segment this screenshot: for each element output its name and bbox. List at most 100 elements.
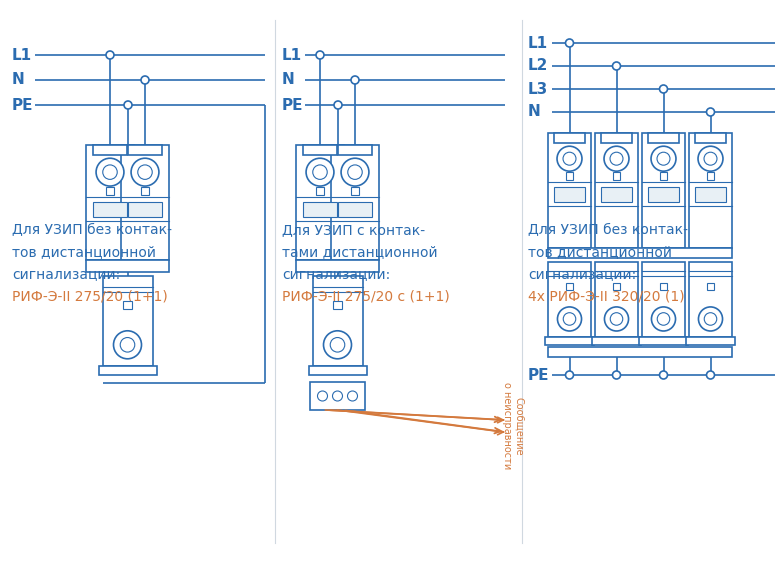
Circle shape	[658, 312, 670, 325]
Bar	[555, 187, 584, 202]
Bar	[595, 262, 638, 337]
Bar	[338, 145, 372, 155]
Circle shape	[330, 338, 344, 352]
Bar	[648, 187, 679, 202]
Text: N: N	[528, 105, 540, 119]
Bar	[98, 366, 156, 375]
Text: PE: PE	[528, 368, 550, 382]
Bar	[612, 283, 620, 290]
Bar	[86, 260, 169, 272]
Bar	[707, 172, 715, 180]
Bar	[128, 145, 162, 155]
Circle shape	[348, 165, 362, 180]
Text: тами дистанционной: тами дистанционной	[282, 245, 437, 259]
Bar	[639, 337, 688, 345]
Circle shape	[698, 307, 722, 331]
Bar	[695, 187, 726, 202]
Circle shape	[704, 312, 717, 325]
Text: L3: L3	[528, 82, 548, 96]
Circle shape	[323, 331, 351, 359]
Bar	[296, 145, 344, 260]
Circle shape	[306, 158, 334, 186]
Bar	[555, 133, 584, 144]
Bar	[296, 260, 379, 272]
Circle shape	[131, 158, 159, 186]
Circle shape	[704, 152, 717, 165]
Bar	[707, 283, 715, 290]
Text: тов дистанционной: тов дистанционной	[12, 245, 156, 259]
Circle shape	[610, 312, 622, 325]
Circle shape	[113, 331, 141, 359]
Bar	[351, 187, 359, 195]
Circle shape	[137, 165, 152, 180]
Bar	[331, 145, 379, 260]
Circle shape	[565, 39, 573, 47]
Text: L1: L1	[528, 35, 548, 51]
Circle shape	[341, 158, 369, 186]
Text: РИФ-Э-II 275/20 с (1+1): РИФ-Э-II 275/20 с (1+1)	[282, 289, 450, 303]
Circle shape	[318, 391, 327, 401]
Bar	[660, 283, 668, 290]
Bar	[686, 337, 736, 345]
Bar	[338, 202, 372, 217]
Circle shape	[558, 307, 582, 331]
Bar	[93, 202, 127, 217]
Text: Сообщение
о неисправности: Сообщение о неисправности	[502, 382, 524, 470]
Bar	[642, 262, 685, 337]
Circle shape	[610, 152, 623, 165]
Circle shape	[612, 371, 620, 379]
Bar	[102, 276, 152, 366]
Text: Для УЗИП без контак-: Для УЗИП без контак-	[12, 223, 172, 237]
Circle shape	[565, 371, 573, 379]
Bar	[303, 145, 337, 155]
Bar	[595, 133, 638, 248]
Text: Для УЗИП с контак-: Для УЗИП с контак-	[282, 223, 425, 237]
Text: L1: L1	[12, 47, 32, 62]
Bar	[544, 337, 594, 345]
Text: Для УЗИП без контак-: Для УЗИП без контак-	[528, 223, 688, 237]
Bar	[601, 133, 632, 144]
Bar	[141, 187, 149, 195]
Circle shape	[316, 51, 324, 59]
Bar	[548, 248, 732, 258]
Bar	[121, 145, 169, 260]
Bar	[612, 172, 620, 180]
Circle shape	[348, 391, 358, 401]
Bar	[312, 276, 362, 366]
Bar	[689, 133, 732, 248]
Bar	[316, 187, 324, 195]
Text: сигнализации:: сигнализации:	[12, 267, 120, 281]
Text: РИФ-Э-II 275/20 (1+1): РИФ-Э-II 275/20 (1+1)	[12, 289, 168, 303]
Text: N: N	[282, 73, 294, 87]
Bar	[333, 301, 342, 309]
Bar	[93, 145, 127, 155]
Circle shape	[563, 312, 576, 325]
Bar	[591, 337, 641, 345]
Text: PE: PE	[282, 97, 304, 113]
Text: N: N	[12, 73, 25, 87]
Bar	[689, 262, 732, 337]
Bar	[308, 366, 366, 375]
Bar	[548, 133, 591, 248]
Circle shape	[612, 62, 620, 70]
Bar	[303, 202, 337, 217]
Bar	[642, 133, 685, 248]
Circle shape	[334, 101, 342, 109]
Text: L1: L1	[282, 47, 302, 62]
Circle shape	[351, 76, 359, 84]
Bar	[105, 187, 114, 195]
Circle shape	[657, 152, 670, 165]
Bar	[660, 172, 668, 180]
Bar	[565, 283, 573, 290]
Bar	[565, 172, 573, 180]
Bar	[695, 133, 726, 144]
Circle shape	[120, 338, 135, 352]
Bar	[123, 301, 132, 309]
Bar	[601, 187, 632, 202]
Circle shape	[312, 165, 327, 180]
Circle shape	[557, 146, 582, 171]
Text: сигнализации:: сигнализации:	[282, 267, 390, 281]
Circle shape	[333, 391, 343, 401]
Text: L2: L2	[528, 59, 548, 74]
Circle shape	[106, 51, 114, 59]
